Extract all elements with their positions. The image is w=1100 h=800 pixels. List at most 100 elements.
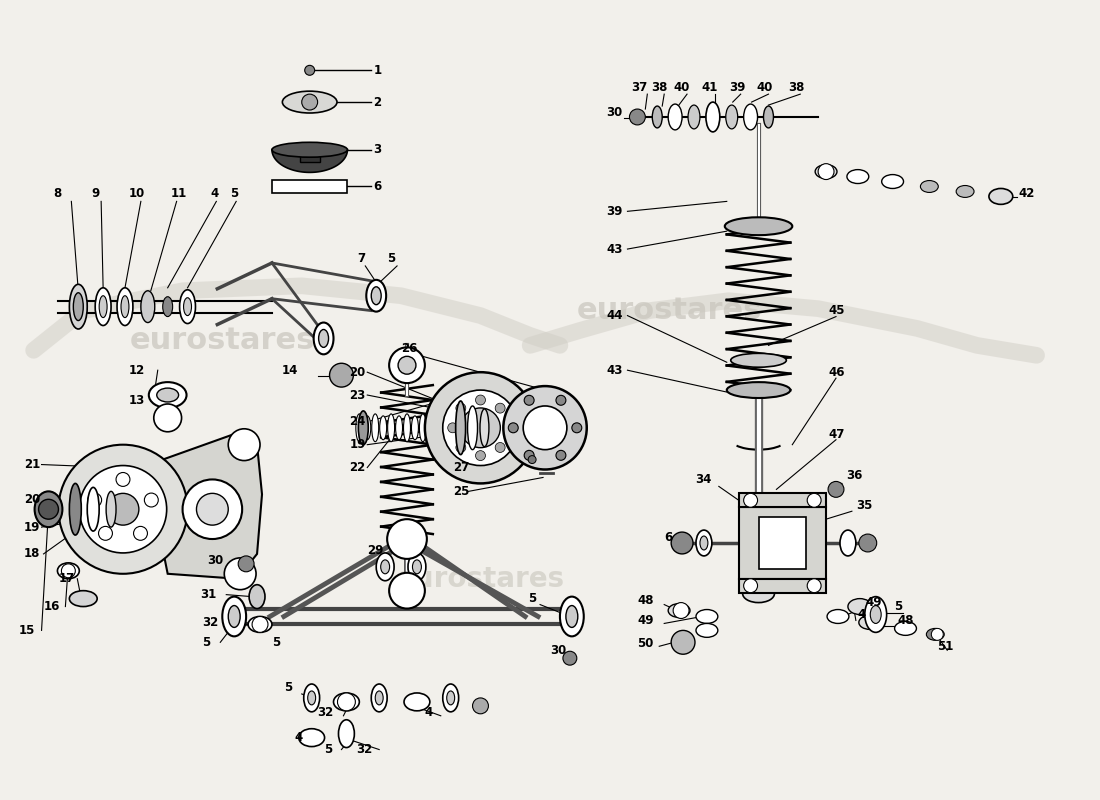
Text: 22: 22 xyxy=(350,461,365,474)
Ellipse shape xyxy=(730,354,786,367)
Circle shape xyxy=(528,456,536,463)
Text: 43: 43 xyxy=(606,364,623,377)
Ellipse shape xyxy=(314,322,333,354)
Text: 5: 5 xyxy=(893,600,902,613)
Ellipse shape xyxy=(706,102,719,132)
Ellipse shape xyxy=(339,720,354,747)
Text: 25: 25 xyxy=(453,485,469,498)
Text: 30: 30 xyxy=(606,106,623,118)
Circle shape xyxy=(154,404,182,432)
Circle shape xyxy=(88,493,101,507)
Text: eurostares: eurostares xyxy=(396,565,565,593)
Ellipse shape xyxy=(249,585,265,609)
Circle shape xyxy=(448,423,458,433)
Text: 46: 46 xyxy=(828,366,845,378)
Circle shape xyxy=(475,450,485,461)
Circle shape xyxy=(473,698,488,714)
Ellipse shape xyxy=(468,406,477,450)
Ellipse shape xyxy=(447,691,454,705)
Ellipse shape xyxy=(419,414,427,442)
Circle shape xyxy=(133,526,147,540)
Ellipse shape xyxy=(882,174,903,189)
Bar xyxy=(272,179,348,194)
Text: 16: 16 xyxy=(44,600,59,613)
Circle shape xyxy=(387,519,427,559)
Bar xyxy=(739,578,826,593)
Circle shape xyxy=(62,564,75,578)
Text: 42: 42 xyxy=(1019,187,1035,200)
Text: 5: 5 xyxy=(387,253,395,266)
Ellipse shape xyxy=(381,560,389,574)
Text: 4: 4 xyxy=(858,608,866,621)
Text: 3: 3 xyxy=(373,143,382,156)
Text: 1: 1 xyxy=(373,64,382,77)
Circle shape xyxy=(556,395,565,406)
Text: 49: 49 xyxy=(637,614,653,627)
Text: 4: 4 xyxy=(425,706,433,719)
Ellipse shape xyxy=(396,416,403,440)
Ellipse shape xyxy=(956,186,974,198)
Circle shape xyxy=(932,629,944,640)
Text: 5: 5 xyxy=(528,592,537,605)
Text: 5: 5 xyxy=(202,636,211,649)
Ellipse shape xyxy=(865,597,887,632)
Ellipse shape xyxy=(411,416,418,440)
Circle shape xyxy=(525,450,535,460)
Ellipse shape xyxy=(229,606,240,627)
Ellipse shape xyxy=(727,382,790,398)
Ellipse shape xyxy=(121,296,129,318)
Ellipse shape xyxy=(696,610,718,623)
Circle shape xyxy=(79,466,167,553)
Ellipse shape xyxy=(179,290,196,323)
Ellipse shape xyxy=(412,560,421,574)
Circle shape xyxy=(807,494,821,507)
Ellipse shape xyxy=(69,590,97,606)
Text: 41: 41 xyxy=(701,81,717,94)
Text: 5: 5 xyxy=(272,636,280,649)
Circle shape xyxy=(818,164,834,179)
Circle shape xyxy=(744,578,758,593)
Ellipse shape xyxy=(565,606,578,627)
Ellipse shape xyxy=(668,104,682,130)
Ellipse shape xyxy=(283,91,337,113)
Circle shape xyxy=(239,556,254,572)
Text: 19: 19 xyxy=(350,438,366,451)
Ellipse shape xyxy=(894,622,916,635)
Ellipse shape xyxy=(74,293,84,321)
Ellipse shape xyxy=(696,623,718,638)
Circle shape xyxy=(671,532,693,554)
Text: 6: 6 xyxy=(664,530,672,543)
Ellipse shape xyxy=(763,106,773,128)
Circle shape xyxy=(389,347,425,383)
Text: 48: 48 xyxy=(898,614,914,627)
Text: 43: 43 xyxy=(606,242,623,255)
Text: 40: 40 xyxy=(757,81,773,94)
Text: 5: 5 xyxy=(323,743,332,756)
Ellipse shape xyxy=(87,487,99,531)
Circle shape xyxy=(671,630,695,654)
Ellipse shape xyxy=(696,530,712,556)
Text: 32: 32 xyxy=(318,706,334,719)
Text: 2: 2 xyxy=(373,95,382,109)
Circle shape xyxy=(495,442,505,453)
Text: eurostares: eurostares xyxy=(576,296,762,325)
Text: eurostares: eurostares xyxy=(130,326,315,355)
Ellipse shape xyxy=(840,530,856,556)
Circle shape xyxy=(524,406,567,450)
Text: 4: 4 xyxy=(210,187,219,200)
Circle shape xyxy=(455,442,465,453)
Ellipse shape xyxy=(364,416,371,440)
Ellipse shape xyxy=(69,483,81,535)
Text: 38: 38 xyxy=(789,81,805,94)
Ellipse shape xyxy=(827,610,849,623)
Circle shape xyxy=(455,403,465,413)
Circle shape xyxy=(229,429,260,461)
Circle shape xyxy=(508,423,518,433)
Ellipse shape xyxy=(442,684,459,712)
Circle shape xyxy=(673,602,689,618)
Circle shape xyxy=(495,403,505,413)
Text: 24: 24 xyxy=(350,415,366,428)
Ellipse shape xyxy=(359,411,369,445)
Text: 31: 31 xyxy=(200,588,217,601)
Text: 30: 30 xyxy=(208,554,223,567)
